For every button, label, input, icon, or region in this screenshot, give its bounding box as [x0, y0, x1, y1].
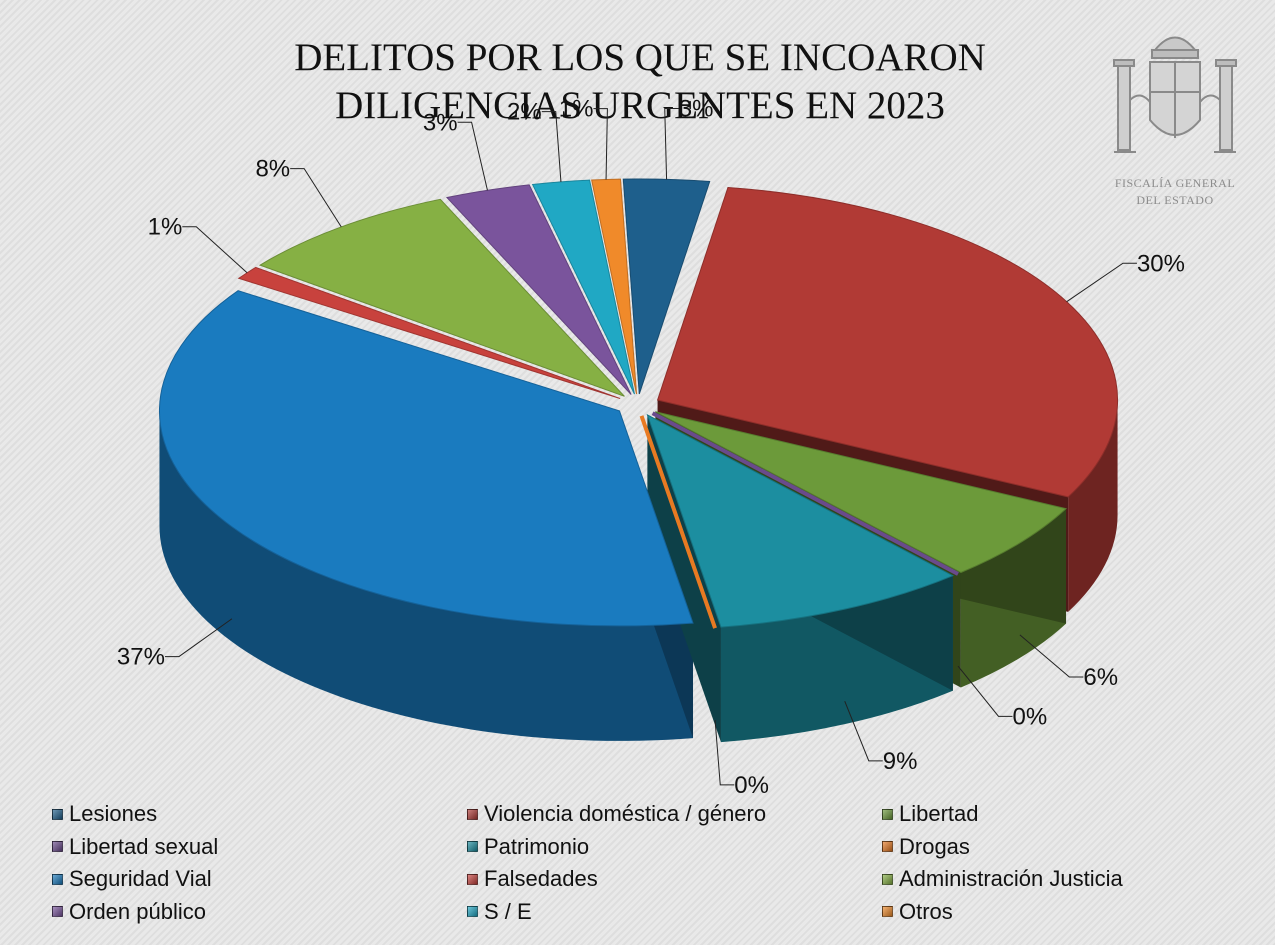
slice-violencia-domestica-genero — [656, 186, 1119, 498]
slice-patrimonio — [646, 413, 955, 628]
leader-line-falsedades — [182, 226, 248, 274]
org-name-line-1: FISCALÍA GENERAL — [1114, 176, 1236, 190]
slice-lesiones — [622, 178, 711, 395]
legend-item-administracion-justicia: Administración Justicia — [882, 863, 1252, 896]
legend-swatch — [467, 808, 478, 820]
legend-label: Libertad — [899, 801, 979, 826]
data-label-seguridad-vial: 37% — [117, 644, 165, 671]
legend-swatch — [882, 808, 893, 820]
slice-seguridad-vial — [159, 290, 694, 627]
legend-label: Libertad sexual — [69, 833, 219, 859]
leader-line-libertad — [1019, 634, 1084, 678]
data-label-violencia-domestica-genero: 30% — [1137, 250, 1185, 277]
legend-swatch — [467, 873, 478, 885]
title-line-1: DELITOS POR LOS QUE SE INCOARON — [294, 36, 986, 79]
org-name-line-2: DEL ESTADO — [1136, 193, 1214, 207]
legend-item-libertad: Libertad — [882, 798, 1252, 831]
legend-swatch — [467, 841, 478, 853]
legend-label: Lesiones — [69, 801, 158, 826]
legend-swatch — [882, 873, 893, 885]
data-label-libertad-sexual: 0% — [1012, 703, 1047, 730]
legend-item-orden-publico: Orden público — [52, 896, 467, 929]
leader-line-seguridad-vial — [164, 618, 233, 658]
legend-swatch — [882, 906, 893, 918]
data-label-otros: 1% — [559, 96, 594, 123]
leader-line-administracion-justicia — [290, 168, 342, 228]
legend-swatch — [52, 873, 63, 885]
legend-item-seguridad-vial: Seguridad Vial — [52, 863, 467, 896]
leader-line-orden-publico — [457, 121, 488, 191]
chart-legend: Lesiones Violencia doméstica / género Libe… — [52, 798, 1252, 928]
title-line-2: DILIGENCIAS URGENTES EN 2023 — [335, 84, 945, 127]
legend-item-otros: Otros — [882, 896, 1252, 929]
leader-line-otros — [593, 108, 608, 180]
legend-label: Otros — [899, 898, 953, 924]
legend-item-libertad-sexual: Libertad sexual — [52, 831, 467, 864]
leader-line-patrimonio — [844, 700, 883, 762]
data-label-falsedades: 1% — [148, 214, 183, 241]
legend-swatch — [52, 808, 63, 820]
legend-item-s-e: S / E — [467, 896, 882, 929]
legend-item-drogas: Drogas — [882, 831, 1252, 864]
slice-libertad-sexual — [651, 411, 959, 576]
leader-line-s-e — [541, 111, 562, 182]
slice-administracion-justicia — [258, 198, 625, 397]
leader-line-libertad-sexual — [957, 665, 1013, 717]
leader-line-lesiones — [664, 108, 679, 180]
data-label-libertad: 6% — [1083, 664, 1118, 691]
legend-label: Violencia doméstica / género — [484, 801, 767, 826]
legend-item-lesiones: Lesiones — [52, 798, 467, 831]
legend-swatch — [467, 906, 478, 918]
legend-label: Patrimonio — [484, 833, 590, 859]
legend-swatch — [882, 841, 893, 853]
slice-wall-patrimonio-1 — [647, 414, 721, 743]
leader-line-drogas — [714, 720, 735, 786]
legend-swatch — [52, 906, 63, 918]
legend-item-violencia-domestica-genero: Violencia doméstica / género — [467, 798, 882, 831]
pie-chart: 3% 30% 6% 0% 9% 0% 37% 1% 8% 3% 2% 1% — [117, 96, 1185, 799]
slice-side-seguridad-vial — [159, 410, 694, 741]
data-label-drogas: 0% — [734, 772, 769, 799]
legend-label: Administración Justicia — [899, 866, 1123, 891]
legend-item-patrimonio: Patrimonio — [467, 831, 882, 864]
chart-title: DELITOS POR LOS QUE SE INCOARON DILIGENC… — [190, 34, 1090, 130]
leader-line-violencia-domestica-genero — [1066, 262, 1137, 303]
legend-swatch — [52, 841, 63, 853]
data-label-administracion-justicia: 8% — [255, 156, 290, 183]
fiscalia-emblem: FISCALÍA GENERAL DEL ESTADO — [1100, 20, 1250, 209]
legend-label: Seguridad Vial — [69, 866, 212, 891]
legend-label: Orden público — [69, 898, 206, 924]
legend-item-falsedades: Falsedades — [467, 863, 882, 896]
slice-orden-publico — [445, 184, 632, 395]
coat-of-arms-icon — [1113, 36, 1237, 153]
data-label-orden-publico: 3% — [423, 109, 458, 136]
slice-side-violencia-domestica-genero — [1068, 399, 1118, 612]
legend-label: S / E — [484, 898, 532, 924]
data-label-patrimonio: 9% — [883, 748, 918, 775]
legend-label: Falsedades — [484, 866, 598, 891]
slice-libertad — [655, 411, 1068, 574]
data-label-lesiones: 3% — [679, 96, 714, 123]
legend-label: Drogas — [899, 833, 970, 859]
data-label-s-e: 2% — [507, 99, 542, 126]
